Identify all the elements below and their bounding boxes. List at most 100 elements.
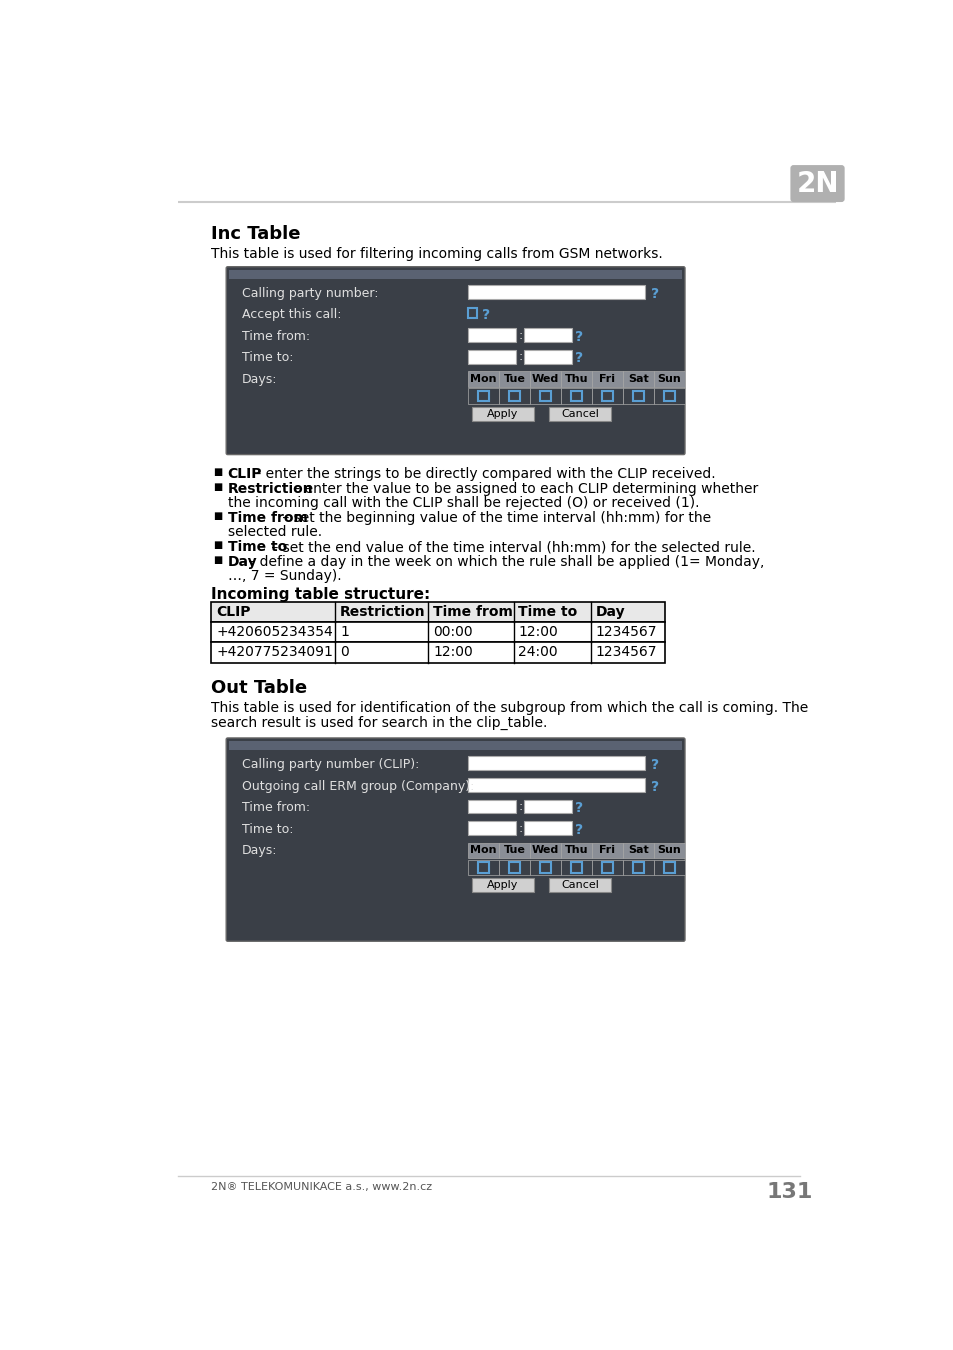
Text: the incoming call with the CLIP shall be rejected (O) or received (1).: the incoming call with the CLIP shall be… <box>228 497 699 510</box>
Text: 1: 1 <box>340 625 349 640</box>
Text: :: : <box>517 801 522 813</box>
Bar <box>560 389 592 404</box>
Text: …, 7 = Sunday).: …, 7 = Sunday). <box>228 570 341 583</box>
Bar <box>212 643 664 663</box>
Bar <box>654 371 684 387</box>
Bar <box>468 285 644 300</box>
Text: 12:00: 12:00 <box>433 645 473 660</box>
Text: Restriction: Restriction <box>228 482 313 495</box>
Text: Apply: Apply <box>487 880 518 890</box>
Bar <box>530 371 560 387</box>
Text: Days:: Days: <box>241 844 277 857</box>
Text: 131: 131 <box>765 1183 812 1203</box>
Text: 12:00: 12:00 <box>517 625 558 640</box>
Bar <box>472 406 534 421</box>
Text: Out Table: Out Table <box>212 679 307 698</box>
Text: 0: 0 <box>340 645 349 660</box>
Text: Wed: Wed <box>532 374 558 385</box>
Text: selected rule.: selected rule. <box>228 525 321 540</box>
Text: 1234567: 1234567 <box>596 645 657 660</box>
Bar <box>560 371 592 387</box>
Text: 2N: 2N <box>796 170 838 197</box>
Bar <box>601 390 612 401</box>
Bar <box>498 371 530 387</box>
Bar <box>530 389 560 404</box>
Text: Calling party number (CLIP):: Calling party number (CLIP): <box>241 757 418 771</box>
Text: Time from:: Time from: <box>241 801 310 814</box>
Bar <box>468 308 476 317</box>
Text: – enter the value to be assigned to each CLIP determining whether: – enter the value to be assigned to each… <box>289 482 758 495</box>
Text: Time to:: Time to: <box>241 822 293 836</box>
Text: ■: ■ <box>213 467 222 477</box>
Text: Time to: Time to <box>517 605 577 620</box>
Text: Cancel: Cancel <box>561 409 598 418</box>
Bar <box>212 602 664 622</box>
Text: Thu: Thu <box>564 374 588 385</box>
Bar <box>654 860 684 875</box>
Text: ?: ? <box>575 351 582 366</box>
Text: Thu: Thu <box>564 845 588 856</box>
Bar <box>633 390 643 401</box>
Bar <box>523 821 571 836</box>
Text: 00:00: 00:00 <box>433 625 473 640</box>
Bar <box>468 799 516 814</box>
Bar <box>498 842 530 859</box>
Text: :: : <box>517 822 522 834</box>
Text: CLIP: CLIP <box>228 467 262 481</box>
Bar <box>663 390 674 401</box>
Bar <box>571 390 581 401</box>
Text: ?: ? <box>650 286 659 301</box>
Bar <box>468 778 644 792</box>
Text: ■: ■ <box>213 482 222 491</box>
Bar <box>592 860 622 875</box>
Text: 1234567: 1234567 <box>596 625 657 640</box>
Text: Days:: Days: <box>241 373 277 386</box>
Bar <box>560 860 592 875</box>
Text: Sun: Sun <box>657 374 680 385</box>
Text: – set the end value of the time interval (hh:mm) for the selected rule.: – set the end value of the time interval… <box>267 540 755 553</box>
Bar <box>468 821 516 836</box>
Text: 2N® TELEKOMUNIKACE a.s., www.2n.cz: 2N® TELEKOMUNIKACE a.s., www.2n.cz <box>212 1183 432 1192</box>
Text: 24:00: 24:00 <box>517 645 558 660</box>
Bar <box>212 622 664 643</box>
Text: :: : <box>517 350 522 363</box>
Text: ?: ? <box>650 757 659 772</box>
Bar <box>468 389 498 404</box>
Bar <box>530 860 560 875</box>
Text: ?: ? <box>575 822 582 837</box>
Bar <box>509 390 519 401</box>
Bar <box>560 842 592 859</box>
Bar <box>468 756 644 771</box>
Text: Sun: Sun <box>657 845 680 856</box>
Bar <box>468 328 516 342</box>
Text: This table is used for filtering incoming calls from GSM networks.: This table is used for filtering incomin… <box>212 247 662 261</box>
FancyBboxPatch shape <box>226 267 684 455</box>
Text: ■: ■ <box>213 555 222 564</box>
Text: Inc Table: Inc Table <box>212 225 300 243</box>
Text: Outgoing call ERM group (Company):: Outgoing call ERM group (Company): <box>241 779 474 792</box>
Bar <box>468 350 516 363</box>
Bar <box>539 861 550 872</box>
Text: Fri: Fri <box>598 845 615 856</box>
Text: Tue: Tue <box>503 845 525 856</box>
Bar <box>468 371 498 387</box>
Bar <box>654 389 684 404</box>
Text: Apply: Apply <box>487 409 518 418</box>
Bar <box>229 270 681 279</box>
Text: search result is used for search in the clip_table.: search result is used for search in the … <box>212 716 547 730</box>
Text: Restriction: Restriction <box>340 605 425 620</box>
Text: +420775234091: +420775234091 <box>216 645 333 660</box>
Text: Time from: Time from <box>433 605 513 620</box>
Bar <box>571 861 581 872</box>
Bar <box>592 389 622 404</box>
Text: – set the beginning value of the time interval (hh:mm) for the: – set the beginning value of the time in… <box>277 510 710 525</box>
Bar <box>539 390 550 401</box>
Bar <box>592 371 622 387</box>
Text: Mon: Mon <box>470 845 497 856</box>
Bar <box>468 860 498 875</box>
Text: Calling party number:: Calling party number: <box>241 286 377 300</box>
Text: +420605234354: +420605234354 <box>216 625 333 640</box>
Text: ?: ? <box>650 779 659 794</box>
Text: ?: ? <box>575 329 582 344</box>
Text: :: : <box>517 329 522 342</box>
